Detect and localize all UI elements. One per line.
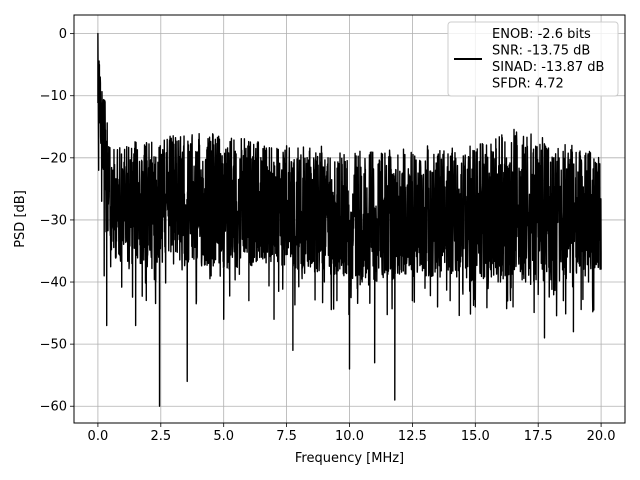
legend-snr: SNR: -13.75 dB [492,44,590,59]
legend-sinad: SINAD: -13.87 dB [492,60,604,75]
x-tick-label: 0.0 [88,429,109,444]
y-tick-label: −30 [40,213,67,228]
y-tick-label: 0 [59,27,67,42]
x-tick-label: 20.0 [587,429,616,444]
x-tick-label: 12.5 [398,429,427,444]
x-tick-label: 2.5 [150,429,171,444]
legend-sfdr: SFDR: 4.72 [492,77,564,92]
legend: ENOB: -2.6 bits SNR: -13.75 dB SINAD: -1… [447,21,619,97]
legend-enob: ENOB: -2.6 bits [492,27,591,42]
psd-trace [97,32,602,407]
x-tick-label: 5.0 [213,429,234,444]
y-tick-label: −50 [40,338,67,353]
x-axis-label: Frequency [MHz] [295,451,404,466]
y-axis-ticks: 0 −10 −20 −30 −40 −50 −60 [40,27,74,415]
y-tick-label: −40 [40,276,67,291]
psd-series-line [97,32,602,407]
y-tick-label: −60 [40,400,67,415]
x-tick-label: 17.5 [524,429,553,444]
x-tick-label: 10.0 [335,429,364,444]
x-tick-label: 15.0 [461,429,490,444]
y-axis-label: PSD [dB] [13,190,28,248]
x-axis-ticks: 0.0 2.5 5.0 7.5 10.0 12.5 15.0 17.5 20.0 [88,423,616,444]
x-tick-label: 7.5 [276,429,297,444]
legend-box [447,21,619,97]
y-tick-label: −20 [40,151,67,166]
y-tick-label: −10 [40,89,67,104]
